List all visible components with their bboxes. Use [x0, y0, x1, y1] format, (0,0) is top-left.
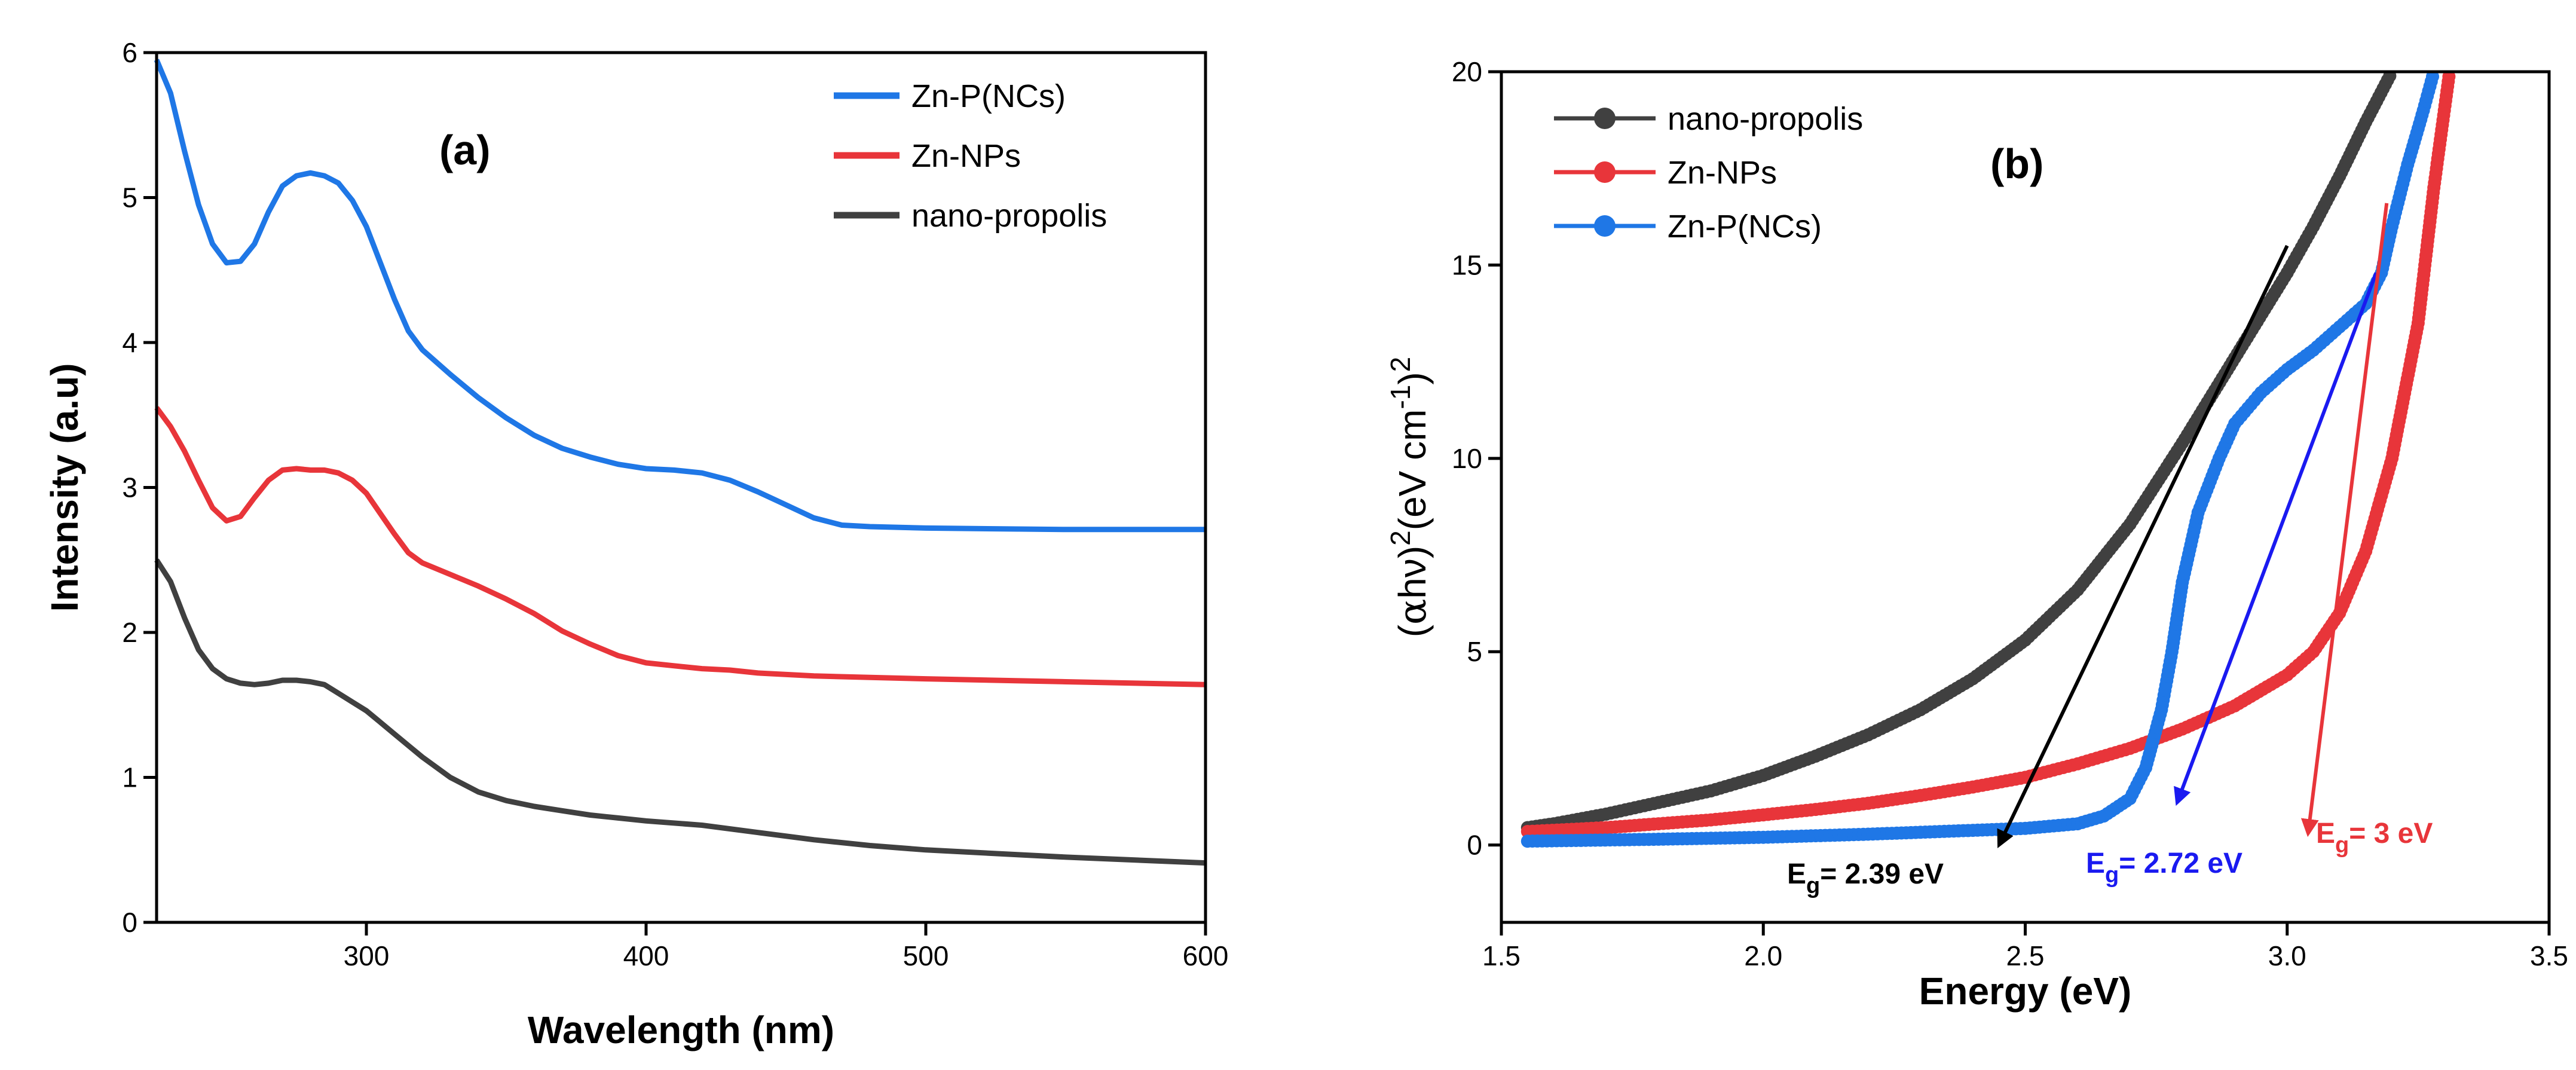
- y-tick-label-a: 3: [122, 472, 137, 503]
- x-tick-label-a: 400: [623, 940, 669, 971]
- legend-swatch-marker-b-2: [1594, 215, 1616, 237]
- y-title-part: ): [1391, 546, 1434, 558]
- legend-label-a-1: Zn-NPs: [911, 138, 1021, 174]
- x-tick-label-a: 600: [1183, 940, 1229, 971]
- bandgap-label-value: = 3 eV: [2349, 818, 2433, 849]
- legend-label-b-0: nano-propolis: [1668, 101, 1863, 137]
- series-line-a-1: [154, 406, 1206, 687]
- series-b-2: [1520, 72, 2439, 848]
- x-tick-label-a: 500: [903, 940, 949, 971]
- y-title-sup: -1: [1385, 385, 1416, 409]
- x-tick-label-b: 2.0: [1744, 940, 1782, 971]
- bandgap-label-sub: g: [1806, 873, 1820, 898]
- y-title-part: (: [1391, 625, 1434, 637]
- y-title-part: (eV cm: [1391, 409, 1434, 531]
- x-tick-label-b: 3.0: [2268, 940, 2306, 971]
- bandgap-label-value: = 2.72 eV: [2119, 848, 2242, 879]
- plot-frame-a: [155, 51, 1207, 924]
- fit-arrow-b-1: [2174, 272, 2378, 806]
- legend-label-b-1: Zn-NPs: [1668, 155, 1777, 191]
- x-tick-label-b: 3.5: [2530, 940, 2568, 971]
- legend-label-b-2: Zn-P(NCs): [1668, 209, 1822, 244]
- fit-arrow-b-2: [2300, 203, 2389, 837]
- bandgap-label-b-1: Eg= 2.72 eV: [2086, 848, 2242, 888]
- bandgap-label-main: E: [2316, 818, 2335, 849]
- x-tick-label-b: 1.5: [1482, 940, 1520, 971]
- x-axis-title-a: Wavelength (nm): [528, 1008, 834, 1051]
- bandgap-label-main: E: [1787, 858, 1806, 890]
- y-title-sup: 2: [1385, 530, 1416, 546]
- y-axis-title-b: (αhν)2(eV cm-1)2: [1385, 357, 1435, 638]
- panel-a-uv-vis-spectra: 300 400 500 600 0 1 2 3 4 5 6 Wavelength (nm) Intens…: [43, 37, 1228, 1051]
- y-title-part: ): [1391, 372, 1434, 384]
- panel-label-b: (b): [1990, 140, 2043, 187]
- bandgap-label-b-0: Eg= 2.39 eV: [1787, 858, 1944, 898]
- series-b-1: [1520, 72, 2456, 838]
- y-tick-label-a: 5: [122, 182, 137, 213]
- y-tick-label-b: 5: [1467, 636, 1482, 667]
- legend-label-a-2: nano-propolis: [911, 198, 1107, 234]
- y-tick-label-a: 6: [122, 37, 137, 68]
- y-tick-label-b: 15: [1452, 249, 1482, 280]
- series-marker-b-0: [2383, 72, 2397, 82]
- x-axis-title-b: Energy (eV): [1919, 970, 2132, 1013]
- x-tick-label-a: 300: [344, 940, 390, 971]
- y-tick-label-a: 0: [122, 907, 137, 938]
- legend-swatch-marker-b-1: [1594, 161, 1616, 183]
- bandgap-label-b-2: Eg= 3 eV: [2316, 818, 2433, 858]
- y-tick-label-b: 20: [1452, 56, 1482, 87]
- plot-area-b: [1520, 72, 2456, 849]
- panel-label-a: (a): [439, 127, 491, 173]
- y-title-sup: 2: [1385, 357, 1416, 372]
- series-marker-b-1: [2442, 72, 2456, 84]
- bandgap-label-main: E: [2086, 848, 2105, 879]
- y-tick-label-a: 4: [122, 327, 137, 358]
- legend-label-a-0: Zn-P(NCs): [911, 78, 1066, 114]
- series-line-a-0: [154, 59, 1206, 533]
- bandgap-label-sub: g: [2105, 863, 2119, 888]
- y-tick-label-a: 1: [122, 762, 137, 793]
- y-tick-label-b: 0: [1467, 830, 1482, 861]
- y-tick-label-b: 10: [1452, 443, 1482, 474]
- legend-swatch-marker-b-0: [1594, 108, 1616, 129]
- x-tick-label-b: 2.5: [2006, 940, 2045, 971]
- series-marker-b-2: [2426, 72, 2439, 84]
- bandgap-label-value: = 2.39 eV: [1820, 858, 1944, 890]
- fit-arrow-b-0: [1997, 244, 2289, 849]
- y-title-part: hν: [1391, 558, 1434, 599]
- series-b-0: [1520, 72, 2397, 834]
- bandgap-label-sub: g: [2335, 833, 2349, 858]
- y-title-part: α: [1391, 599, 1435, 625]
- y-axis-title-a: Intensity (a.u): [43, 363, 86, 612]
- series-line-a-2: [154, 558, 1206, 866]
- plot-frame-b: [1500, 70, 2551, 924]
- y-tick-label-a: 2: [122, 617, 137, 648]
